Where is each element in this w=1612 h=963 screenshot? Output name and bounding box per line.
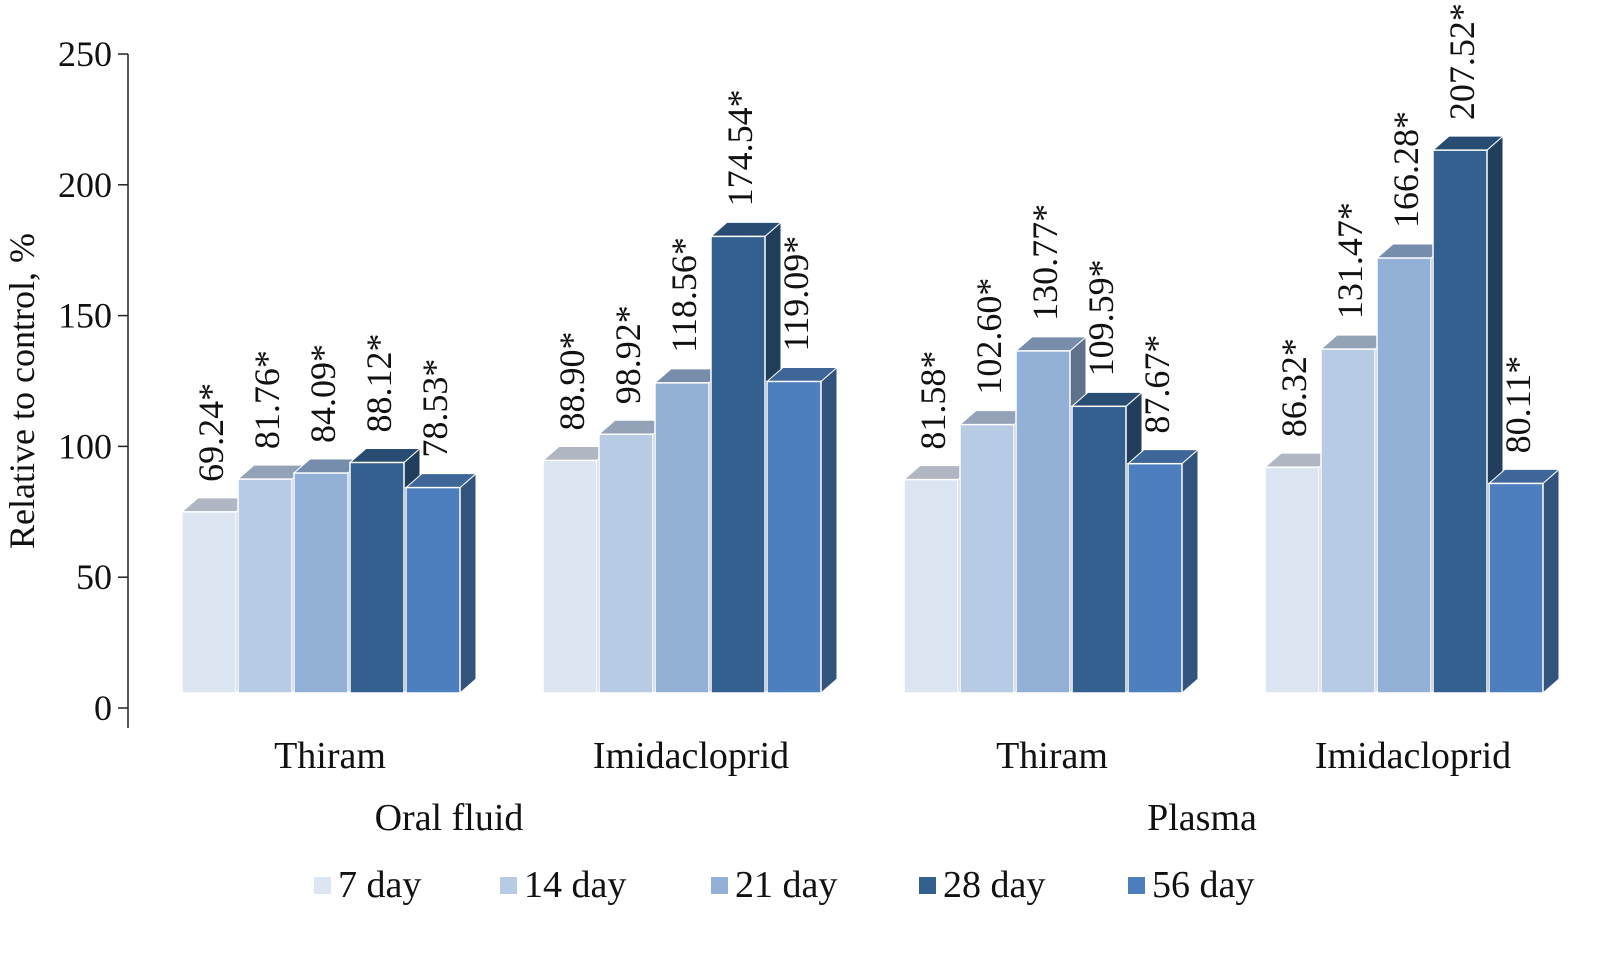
- bar: [709, 221, 783, 695]
- bar-front-face: [1376, 257, 1432, 694]
- bar-front-face: [1071, 405, 1127, 694]
- data-label: 109.59*: [1081, 259, 1121, 376]
- y-axis-label: Relative to control, %: [2, 233, 42, 549]
- bar-side-face: [1542, 468, 1560, 695]
- group-labels: Oral fluid Plasma: [375, 797, 1257, 839]
- data-label: 98.92*: [608, 305, 648, 404]
- bar-front-face: [1264, 466, 1320, 694]
- y-tick-label: 0: [94, 688, 112, 728]
- bar: [597, 419, 671, 695]
- data-labels: 69.24* 81.76* 84.09* 88.12* 78.53* 88.90* 98.9…: [191, 3, 1538, 482]
- bar: [653, 367, 727, 695]
- bar-front-face: [710, 235, 766, 694]
- bar-front-face: [1015, 350, 1071, 694]
- data-label: 88.12*: [359, 333, 399, 432]
- bar: [1126, 448, 1200, 695]
- y-tick-label: 200: [58, 165, 112, 205]
- bar-front-face: [598, 433, 654, 694]
- legend-swatch: [711, 877, 728, 894]
- legend-item: 14 day: [500, 864, 626, 906]
- y-tick-label: 250: [58, 34, 112, 74]
- data-label: 87.67*: [1137, 335, 1177, 434]
- bar: [765, 366, 839, 695]
- legend-item: 7 day: [314, 864, 421, 906]
- data-label: 86.32*: [1274, 338, 1314, 437]
- data-label: 78.53*: [415, 359, 455, 458]
- y-tick-label: 50: [76, 557, 112, 597]
- data-label: 102.60*: [969, 278, 1009, 395]
- bar-front-face: [349, 461, 405, 694]
- bar-front-face: [405, 486, 461, 694]
- legend: 7 day 14 day 21 day 28 day 56 day: [314, 864, 1254, 906]
- legend-label: 7 day: [338, 864, 421, 906]
- data-label: 81.76*: [247, 350, 287, 449]
- data-label: 119.09*: [776, 236, 816, 352]
- bar-side-face: [820, 366, 838, 695]
- data-label: 118.56*: [664, 237, 704, 353]
- bar-front-face: [766, 380, 822, 694]
- category-label: Thiram: [274, 735, 386, 777]
- bar-front-face: [1432, 149, 1488, 694]
- data-label: 131.47*: [1330, 202, 1370, 319]
- bar-front-face: [959, 423, 1015, 694]
- data-label: 130.77*: [1025, 204, 1065, 321]
- legend-label: 21 day: [735, 864, 837, 906]
- y-tick-label: 100: [58, 426, 112, 466]
- legend-label: 28 day: [943, 864, 1045, 906]
- legend-item: 28 day: [919, 864, 1045, 906]
- data-label: 174.54*: [720, 89, 760, 206]
- legend-swatch: [500, 877, 517, 894]
- legend-label: 14 day: [524, 864, 626, 906]
- bar-front-face: [237, 478, 293, 694]
- bar-front-face: [1320, 348, 1376, 694]
- category-label: Thiram: [996, 735, 1108, 777]
- bar-front-face: [181, 511, 237, 694]
- data-label: 207.52*: [1442, 3, 1482, 120]
- legend-item: 21 day: [711, 864, 837, 906]
- bar-front-face: [1127, 462, 1183, 694]
- data-label: 80.11*: [1498, 356, 1538, 454]
- legend-swatch: [919, 877, 936, 894]
- bar: [1487, 468, 1561, 695]
- bar-front-face: [293, 472, 349, 694]
- data-label: 69.24*: [191, 383, 231, 482]
- data-label: 81.58*: [913, 351, 953, 450]
- bar: [404, 472, 478, 695]
- category-labels: Thiram Imidacloprid Thiram Imidacloprid: [274, 735, 1511, 777]
- data-label: 84.09*: [303, 344, 343, 443]
- category-label: Imidacloprid: [593, 735, 789, 777]
- y-axis-ticks: 0 50 100 150 200 250: [58, 34, 128, 728]
- bars: [180, 135, 1561, 695]
- bar-front-face: [1488, 482, 1544, 694]
- legend-swatch: [1128, 877, 1145, 894]
- data-label: 88.90*: [552, 331, 592, 430]
- category-label: Imidacloprid: [1315, 735, 1511, 777]
- legend-label: 56 day: [1152, 864, 1254, 906]
- bar-front-face: [654, 382, 710, 694]
- group-label: Plasma: [1147, 797, 1257, 839]
- legend-swatch: [314, 877, 331, 894]
- bar-front-face: [903, 478, 959, 694]
- data-label: 166.28*: [1386, 111, 1426, 228]
- bar-side-face: [459, 472, 477, 695]
- bar-front-face: [542, 459, 598, 694]
- group-label: Oral fluid: [375, 797, 524, 839]
- legend-item: 56 day: [1128, 864, 1254, 906]
- bar-side-face: [1181, 448, 1199, 695]
- y-tick-label: 150: [58, 296, 112, 336]
